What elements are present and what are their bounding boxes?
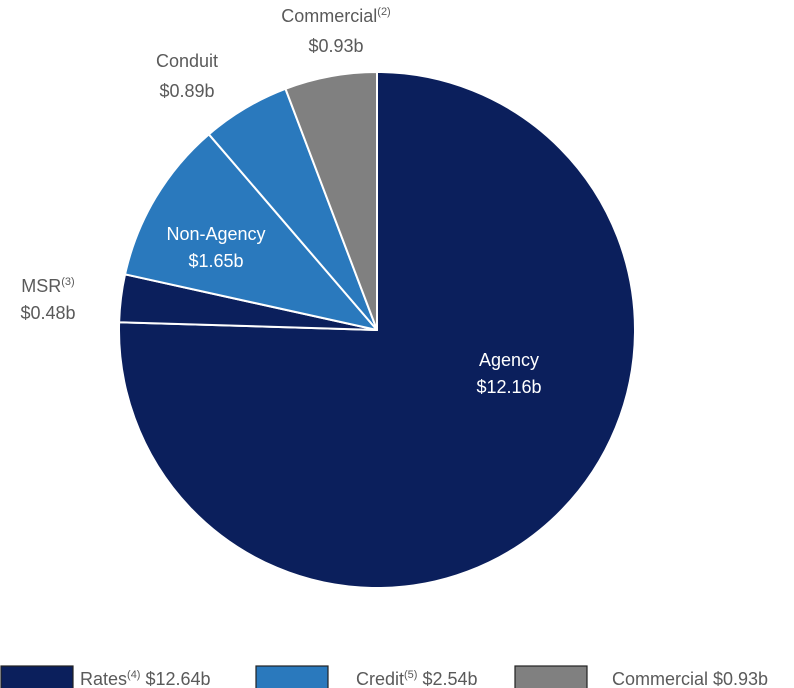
slice-label-conduit: Conduit <box>156 51 218 71</box>
slice-value-non-agency: $1.65b <box>188 251 243 271</box>
slice-agency <box>118 71 636 589</box>
slice-value-agency: $12.16b <box>476 377 541 397</box>
slice-value-commercial: $0.93b <box>308 36 363 56</box>
slice-labels: Agency $12.16b MSR(3) $0.48b Non-Agency $1.65… <box>20 6 541 397</box>
legend-label-credit: Credit(5) $2.54b <box>356 669 478 688</box>
pie-slices <box>118 71 636 589</box>
legend-swatch-credit <box>255 665 329 688</box>
legend-label-rates: Rates(4) $12.64b <box>80 669 211 688</box>
slice-label-commercial: Commercial(2) <box>281 6 390 26</box>
legend-swatch-rates <box>0 665 74 688</box>
slice-value-conduit: $0.89b <box>159 81 214 101</box>
slice-commercial <box>284 71 378 331</box>
slice-label-agency: Agency <box>479 350 539 370</box>
slice-value-msr: $0.48b <box>20 303 75 323</box>
slice-label-msr: MSR(3) <box>21 276 74 296</box>
legend: Rates(4) $12.64b Credit(5) $2.54b Commerci… <box>0 665 768 688</box>
slice-label-non-agency: Non-Agency <box>166 224 265 244</box>
legend-swatch-commercial <box>514 665 588 688</box>
slice-non-agency <box>124 133 378 331</box>
legend-label-commercial: Commercial $0.93b <box>612 669 768 688</box>
